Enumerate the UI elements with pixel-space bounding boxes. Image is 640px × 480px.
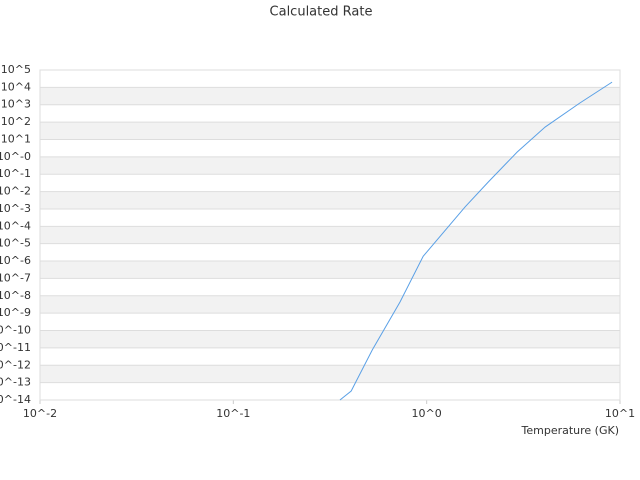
grid-band [40, 156, 620, 175]
y-tick-label: 10^-13 [0, 376, 31, 389]
grid-band [40, 226, 620, 244]
y-tick-label: 10^-14 [0, 393, 31, 406]
x-tick-label: 10^1 [605, 407, 635, 420]
y-tick-label: 10^-4 [0, 219, 31, 232]
x-tick-label: 10^0 [412, 407, 442, 420]
y-tick-label: 10^-11 [0, 341, 31, 354]
y-tick-label: 10^-12 [0, 358, 31, 371]
x-tick-label: 10^-1 [216, 407, 250, 420]
y-tick-label: 10^-10 [0, 324, 31, 337]
x-tick-label: 10^-2 [23, 407, 57, 420]
y-tick-label: 10^2 [1, 115, 31, 128]
chart-title: Calculated Rate [270, 5, 373, 20]
grid-band [40, 87, 620, 105]
y-tick-label: 10^-6 [0, 254, 31, 267]
y-tick-label: 10^-2 [0, 185, 31, 198]
y-tick-label: 10^-1 [0, 167, 31, 180]
grid-band [40, 122, 620, 140]
grid-band [40, 295, 620, 314]
grid-band [40, 365, 620, 383]
grid-band [40, 261, 620, 279]
grid-band [40, 191, 620, 209]
grid-band [40, 330, 620, 348]
y-tick-label: 10^-9 [0, 306, 31, 319]
y-tick-label: 10^1 [1, 132, 31, 145]
data-line [339, 81, 613, 401]
y-tick-label: 10^-0 [0, 150, 31, 163]
y-tick-label: 10^-7 [0, 271, 31, 284]
y-tick-label: 10^3 [1, 98, 31, 111]
y-tick-label: 10^5 [1, 63, 31, 76]
y-tick-label: 10^-3 [0, 202, 31, 215]
y-tick-label: 10^-8 [0, 289, 31, 302]
plot-border [39, 69, 621, 401]
y-tick-label: 10^4 [1, 80, 31, 93]
y-tick-label: 10^-5 [0, 237, 31, 250]
x-axis-label: Temperature (GK) [521, 424, 620, 437]
